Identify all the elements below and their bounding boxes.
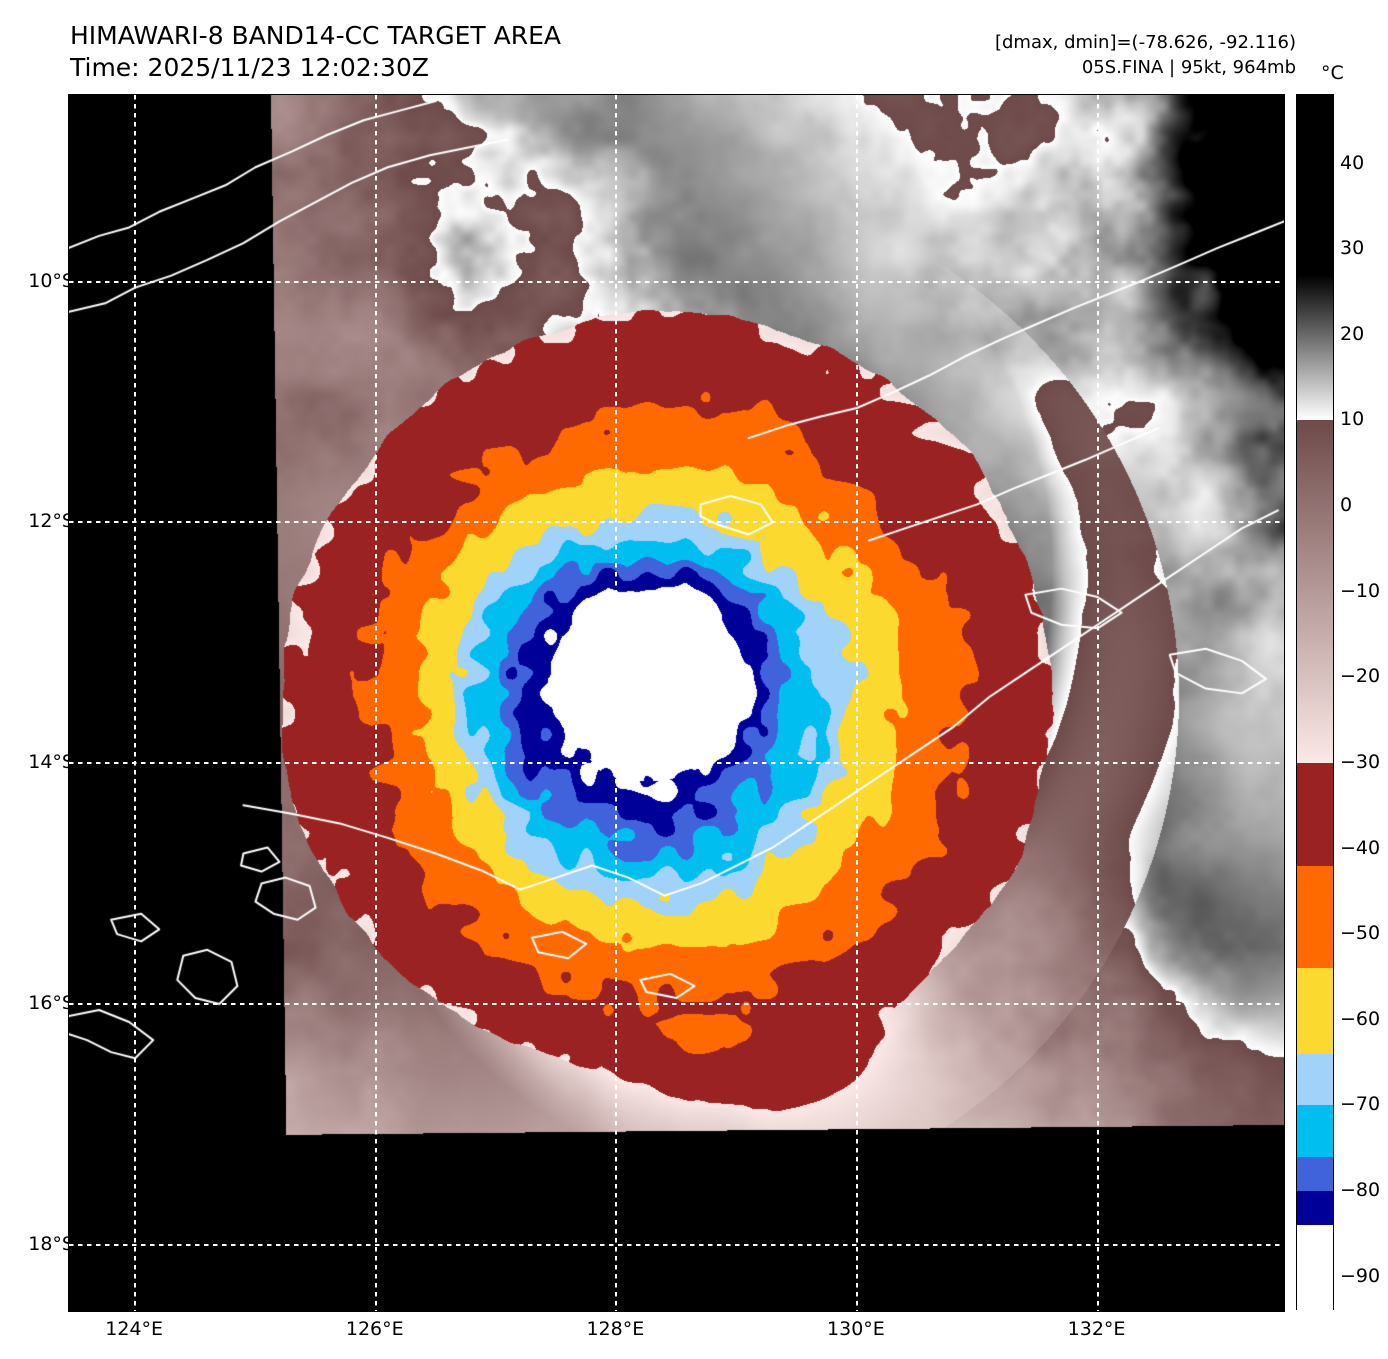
colorbar-band-orange xyxy=(1297,865,1333,969)
colorbar-tick-10: 10 xyxy=(1340,408,1365,431)
xtick-label-126: 126°E xyxy=(345,1318,404,1340)
timestamp-label: Time: 2025/11/23 12:02:30Z xyxy=(70,53,429,82)
colorbar-gradient xyxy=(1296,94,1334,1311)
colorbar-tick-20: 20 xyxy=(1340,322,1365,345)
colorbar-band-cyan xyxy=(1297,1105,1333,1157)
colorbar-tick-m30: −30 xyxy=(1340,750,1381,773)
page-title: HIMAWARI-8 BAND14-CC TARGET AREA xyxy=(70,21,562,50)
colorbar-band-gray-ramp xyxy=(1297,274,1333,421)
colorbar-tick-40: 40 xyxy=(1340,151,1365,174)
xtick-label-128: 128°E xyxy=(586,1318,645,1340)
ytick-label-18: 18°S xyxy=(28,1232,74,1255)
colorbar[interactable] xyxy=(1296,94,1334,1311)
figure-metadata-block: [dmax, dmin]=(-78.626, -92.116) 05S.FINA… xyxy=(995,30,1296,80)
xtick-label-124: 124°E xyxy=(105,1318,164,1340)
colorbar-unit-label: °C xyxy=(1321,62,1344,84)
colorbar-band-navy xyxy=(1297,1191,1333,1226)
colorbar-band-yellow xyxy=(1297,968,1333,1055)
ytick-label-16: 16°S xyxy=(28,991,74,1014)
xtick-label-130: 130°E xyxy=(827,1318,885,1340)
colorbar-band-royal-blue xyxy=(1297,1156,1333,1192)
colorbar-band-white-cold xyxy=(1297,1225,1333,1311)
colorbar-tick-0: 0 xyxy=(1340,494,1353,517)
colorbar-tick-m60: −60 xyxy=(1340,1007,1381,1030)
colorbar-tick-m20: −20 xyxy=(1340,665,1381,688)
ytick-label-14: 14°S xyxy=(28,751,74,774)
ytick-label-12: 12°S xyxy=(28,510,74,533)
colorbar-tick-m90: −90 xyxy=(1340,1264,1381,1287)
colorbar-band-dark-red xyxy=(1297,762,1333,866)
xtick-label-132: 132°E xyxy=(1067,1318,1126,1340)
ytick-label-10: 10°S xyxy=(28,269,74,292)
colorbar-band-black-hot xyxy=(1297,95,1333,275)
colorbar-tick-m80: −80 xyxy=(1340,1179,1381,1202)
colorbar-tick-m40: −40 xyxy=(1340,836,1381,859)
storm-info-label: 05S.FINA | 95kt, 964mb xyxy=(1081,57,1296,78)
figure-title-block: HIMAWARI-8 BAND14-CC TARGET AREA Time: 2… xyxy=(70,20,561,84)
colorbar-tick-30: 30 xyxy=(1340,237,1365,260)
colorbar-band-brown-ramp xyxy=(1297,420,1333,763)
dminmax-label: [dmax, dmin]=(-78.626, -92.116) xyxy=(994,32,1296,53)
colorbar-tick-m50: −50 xyxy=(1340,922,1381,945)
colorbar-tick-m70: −70 xyxy=(1340,1093,1381,1116)
colorbar-tick-m10: −10 xyxy=(1340,579,1381,602)
colorbar-band-light-blue xyxy=(1297,1054,1333,1106)
satellite-imagery-canvas xyxy=(69,95,1284,1311)
map-plot-area[interactable]: Copyright © 2020-2025 Dapiya xyxy=(68,94,1285,1312)
